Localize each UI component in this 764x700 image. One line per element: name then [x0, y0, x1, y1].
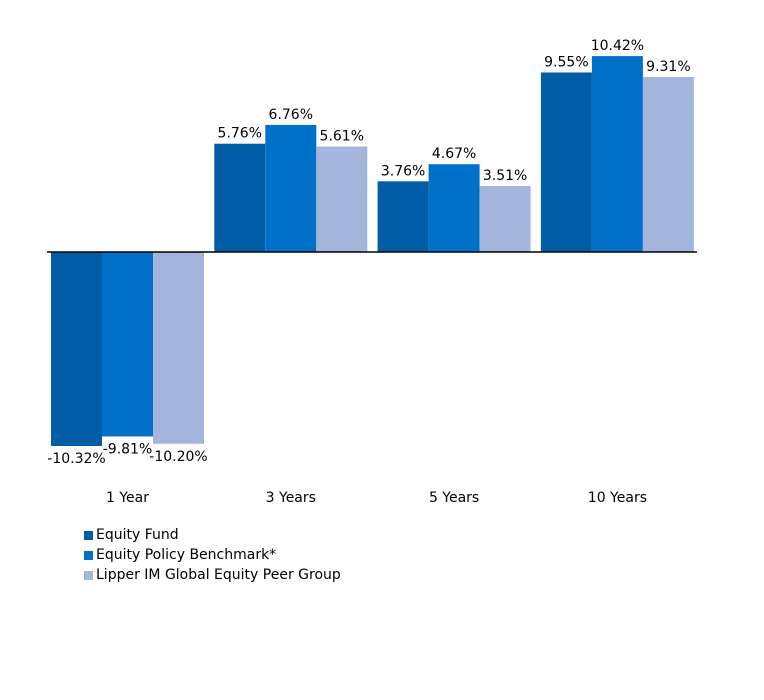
legend-swatch-lipper-peer-group	[84, 570, 93, 580]
data-label-equity-fund-10-years: 9.55%	[544, 54, 588, 70]
bar-lipper-im-global-equity-peer-group-1-year	[153, 252, 204, 444]
bar-equity-fund-5-years	[377, 181, 429, 252]
legend-swatch-equity-policy-benchmark	[84, 550, 93, 560]
bar-equity-fund-10-years	[540, 72, 592, 253]
data-label-lipper-im-global-equity-peer-group-1-year: -10.20%	[149, 449, 207, 465]
legend-label-equity-policy-benchmark: Equity Policy Benchmark*	[96, 547, 277, 563]
bar-equity-fund-1-year	[51, 252, 102, 447]
category-label-10-years: 10 Years	[588, 490, 647, 506]
data-label-equity-policy-benchmark-10-years: 10.42%	[591, 38, 644, 54]
category-label-5-years: 5 Years	[429, 490, 479, 506]
value-labels-group: -10.32%-9.81%-10.20% 5.76% 6.76% 5.61% 3.76%…	[47, 38, 690, 467]
legend-label-lipper-peer-group: Lipper IM Global Equity Peer Group	[96, 567, 341, 583]
legend-swatch-equity-fund	[84, 530, 93, 540]
data-label-equity-fund-3-years: 5.76%	[218, 126, 262, 142]
data-label-equity-policy-benchmark-5-years: 4.67%	[432, 146, 476, 162]
category-label-3-years: 3 Years	[266, 490, 316, 506]
legend-label-equity-fund: Equity Fund	[96, 527, 179, 543]
data-label-equity-policy-benchmark-1-year: -9.81%	[103, 441, 153, 457]
legend-item-equity-fund: Equity Fund	[84, 525, 341, 545]
legend: Equity Fund Equity Policy Benchmark* Lip…	[84, 525, 341, 585]
data-label-equity-fund-1-year: -10.32%	[47, 451, 105, 467]
data-label-equity-fund-5-years: 3.76%	[381, 163, 425, 179]
bars-group	[51, 56, 694, 447]
category-label-1-year: 1 Year	[106, 490, 149, 506]
data-label-lipper-im-global-equity-peer-group-5-years: 3.51%	[483, 168, 527, 184]
legend-item-lipper-peer-group: Lipper IM Global Equity Peer Group	[84, 565, 341, 585]
data-label-lipper-im-global-equity-peer-group-10-years: 9.31%	[646, 59, 690, 75]
bar-equity-fund-3-years	[214, 143, 266, 252]
legend-item-equity-policy-benchmark: Equity Policy Benchmark*	[84, 545, 341, 565]
bar-lipper-im-global-equity-peer-group-5-years	[479, 186, 531, 252]
data-label-equity-policy-benchmark-3-years: 6.76%	[269, 107, 313, 123]
category-labels-group: 1 Year 3 Years 5 Years 10 Years	[106, 490, 647, 506]
bar-equity-policy-benchmark-10-years	[591, 56, 643, 252]
bar-lipper-im-global-equity-peer-group-3-years	[316, 146, 368, 252]
data-label-lipper-im-global-equity-peer-group-3-years: 5.61%	[320, 129, 364, 145]
bar-lipper-im-global-equity-peer-group-10-years	[642, 76, 694, 252]
bar-equity-policy-benchmark-3-years	[265, 124, 317, 252]
bar-equity-policy-benchmark-5-years	[428, 164, 480, 252]
bar-equity-policy-benchmark-1-year	[102, 252, 153, 437]
